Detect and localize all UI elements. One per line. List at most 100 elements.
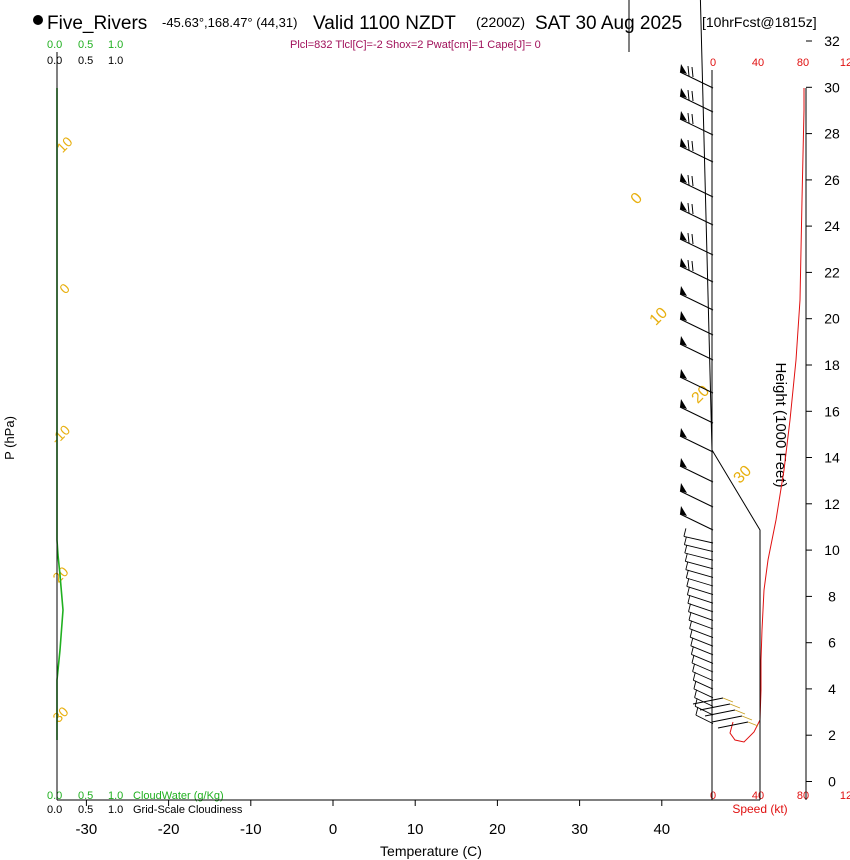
wind-barb-tick (747, 721, 759, 727)
temperature-tick-label: 30 (571, 821, 588, 838)
wind-barb-tick (685, 561, 689, 570)
wind-barb-staff (679, 95, 714, 113)
wind-barb-staff (684, 552, 714, 561)
wind-barb-flag (680, 336, 687, 346)
wind-barb-staff (717, 721, 749, 729)
utc-time: (2200Z) (476, 14, 525, 30)
speed-bottom-tick-1: 40 (752, 790, 764, 802)
wind-barb-tick (686, 578, 690, 587)
height-tick-label: 14 (824, 450, 840, 466)
wind-barb-staff (690, 645, 714, 656)
wind-barb-tick (684, 553, 688, 562)
wind-barb-staff (679, 343, 714, 361)
height-tick-label: 4 (828, 681, 836, 697)
wind-barb-tick (734, 709, 746, 715)
wind-barb-staff (679, 376, 714, 394)
wind-barb-staff (679, 406, 714, 424)
cloudwater-bottom-tick-2: 1.0 (108, 790, 123, 802)
cloudiness-top-tick-2: 1.0 (108, 55, 123, 67)
height-tick-label: 16 (824, 403, 840, 419)
wind-barb-staff (693, 688, 714, 699)
cloudiness-top-tick-1: 0.5 (78, 55, 93, 67)
wind-barb-tick (689, 620, 693, 629)
wind-barb-staff (691, 653, 714, 664)
wind-barbs (679, 64, 805, 743)
speed-top-tick-0: 0 (710, 57, 716, 69)
wind-barb-staff (679, 318, 714, 336)
wind-barb-tick (695, 706, 699, 716)
wind-barb-staff (683, 535, 714, 544)
speed-top-tick-1: 40 (752, 57, 764, 69)
wind-barb-staff (679, 293, 714, 311)
wind-barb-tick (691, 140, 694, 152)
wind-barb-flag (680, 369, 687, 379)
wind-barb-tick (691, 233, 694, 245)
height-axis-label: Height (1000 Feet) (772, 362, 789, 487)
wind-barb-flag (680, 428, 687, 438)
wind-barb-staff (684, 544, 714, 553)
wind-barb-tick (691, 90, 694, 102)
wind-barb-tick (685, 569, 689, 579)
temperature-tick-label: -10 (240, 821, 262, 838)
height-tick-label: 0 (828, 774, 836, 790)
temperature-tick-label: 10 (407, 821, 424, 838)
wind-barb-flag (680, 64, 687, 74)
temperature-tick-label: -20 (158, 821, 180, 838)
height-tick-label: 26 (824, 172, 840, 188)
wind-barb-staff (704, 709, 736, 717)
wind-speed-line (729, 88, 805, 743)
wind-barb-flag (680, 311, 687, 321)
wind-barb-staff (679, 513, 714, 531)
wind-barb-staff (679, 208, 714, 226)
wind-barb-tick (687, 65, 690, 77)
wind-barb-staff (679, 490, 714, 508)
wind-barb-tick (690, 646, 694, 655)
height-tick-label: 20 (824, 311, 840, 327)
wind-barb-tick (688, 612, 692, 621)
wind-barb-tick (693, 680, 697, 690)
wind-barb-staff (689, 628, 714, 639)
wind-barb-tick (688, 603, 691, 612)
speed-bottom-tick-2: 80 (797, 790, 809, 802)
wind-barb-tick (691, 113, 694, 125)
wind-barb-tick (694, 698, 698, 707)
wind-barb-flag (680, 506, 687, 516)
wind-barb-tick (687, 202, 690, 214)
height-tick-label: 28 (824, 126, 840, 142)
wind-barb-tick (729, 703, 741, 709)
wind-barb-staff (692, 671, 714, 682)
plot-right-boundary (699, 0, 761, 800)
wind-barb-tick (689, 629, 693, 638)
wind-barb-tick (687, 232, 690, 244)
wind-barb-tick (687, 89, 690, 101)
height-tick-label: 12 (824, 496, 840, 512)
wind-barb-staff (686, 585, 714, 596)
temperature-tick-label: 20 (489, 821, 506, 838)
station-marker-icon (33, 15, 43, 25)
wind-barb-staff (693, 679, 714, 690)
cloudiness-bottom-tick-0: 0.0 (47, 804, 62, 816)
wind-barb-staff (692, 697, 724, 705)
wind-barb-tick (687, 595, 691, 604)
height-tick-label: 32 (824, 33, 840, 49)
wind-barb-staff (688, 611, 714, 621)
cloudwater-label: CloudWater (g/Kg) (133, 790, 224, 802)
wind-barb-staff (679, 465, 714, 483)
wind-barb-flag (680, 231, 687, 241)
cloudiness-label: Grid-Scale Cloudiness (133, 804, 243, 816)
wind-barb-tick (691, 654, 695, 664)
wind-barb-tick (741, 715, 753, 721)
height-tick-label: 8 (828, 588, 836, 604)
station-coords: -45.63°,168.47° (44,31) (162, 15, 297, 30)
wind-barb-staff (711, 715, 743, 723)
wind-barb-tick (691, 203, 694, 215)
sounding-params: Plcl=832 Tlcl[C]=-2 Shox=2 Pwat[cm]=1 Ca… (290, 39, 541, 51)
wind-barb-staff (686, 577, 714, 587)
valid-time: Valid 1100 NZDT (313, 13, 456, 34)
wind-barb-flag (680, 399, 687, 409)
speed-label: Speed (kt) (732, 802, 787, 816)
height-tick-label: 18 (824, 357, 840, 373)
wind-barb-tick (694, 689, 698, 698)
cloudwater-bottom-tick-0: 0.0 (47, 790, 62, 802)
